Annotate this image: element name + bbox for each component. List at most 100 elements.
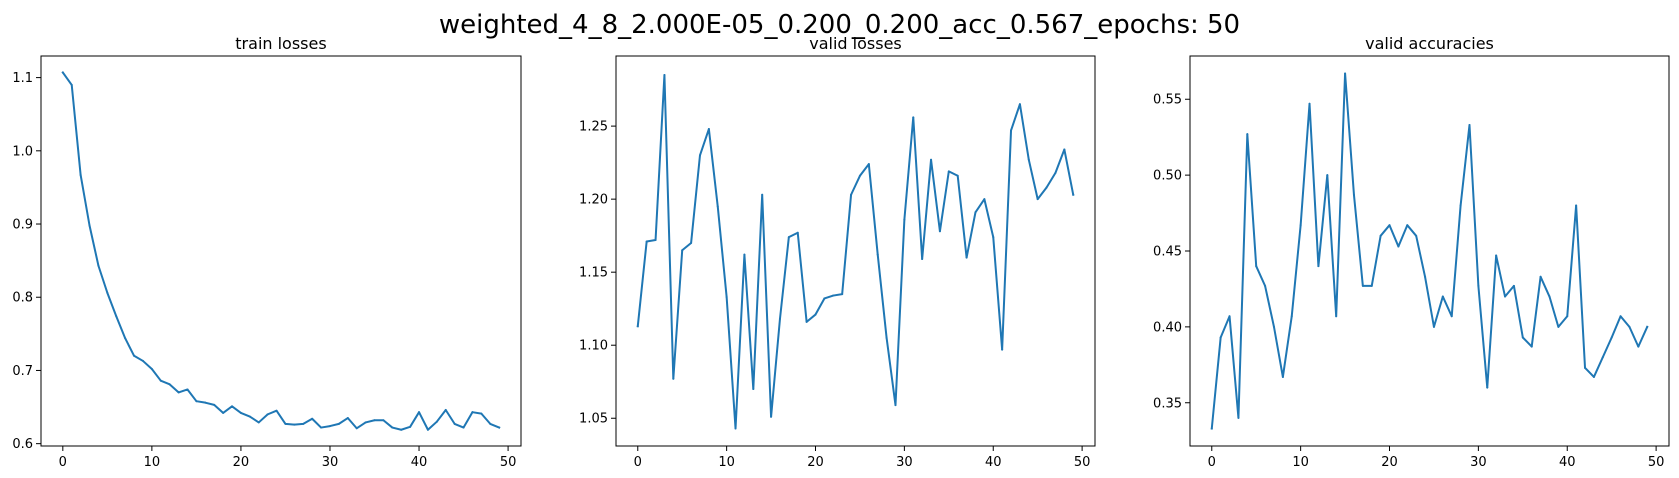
train-losses-point	[231, 405, 234, 408]
valid-accuracies-point	[1592, 375, 1595, 378]
valid-losses-point	[823, 297, 826, 300]
train-losses-point	[373, 419, 376, 422]
valid-losses-point	[965, 256, 968, 259]
train-losses-point	[239, 411, 242, 414]
valid-accuracies-point	[1255, 265, 1258, 268]
valid-accuracies-point	[1504, 295, 1507, 298]
valid-accuracies-point	[1539, 275, 1542, 278]
train-losses-point	[391, 426, 394, 429]
valid-losses-point	[867, 163, 870, 166]
valid-losses-point	[636, 325, 639, 328]
valid-losses-x-tick-label: 40	[985, 455, 1002, 470]
train-losses-point	[480, 412, 483, 415]
train-losses-y-tick-label: 0.6	[12, 437, 33, 452]
valid-accuracies-x-tick-label: 50	[1648, 455, 1665, 470]
valid-losses-point	[1010, 129, 1013, 132]
valid-losses-point	[690, 241, 693, 244]
valid-losses-point	[778, 317, 781, 320]
valid-losses-point	[770, 415, 773, 418]
valid-losses-point	[672, 377, 675, 380]
valid-accuracies-title: valid accuracies	[1365, 34, 1494, 53]
valid-losses-point	[894, 404, 897, 407]
valid-losses-point	[743, 253, 746, 256]
train-losses-point	[293, 423, 296, 426]
valid-losses-x-tick-label: 20	[807, 455, 824, 470]
valid-accuracies-point	[1441, 295, 1444, 298]
train-losses-point	[435, 420, 438, 423]
valid-losses-point	[663, 73, 666, 76]
train-losses-point	[400, 428, 403, 431]
valid-accuracies-point	[1352, 193, 1355, 196]
valid-accuracies-point	[1450, 315, 1453, 318]
valid-accuracies-point	[1432, 325, 1435, 328]
valid-losses-point	[876, 253, 879, 256]
train-losses-y-tick-label: 1.0	[12, 144, 33, 159]
valid-losses-point	[930, 158, 933, 161]
train-losses-x-tick-label: 50	[500, 455, 517, 470]
valid-accuracies-x-tick-label: 0	[1208, 455, 1216, 470]
valid-accuracies-y-tick-label: 0.40	[1153, 320, 1182, 335]
valid-losses-point	[850, 193, 853, 196]
train-losses-series-line	[61, 71, 501, 431]
valid-accuracies-point	[1317, 265, 1320, 268]
train-losses-y-tick-label: 0.8	[12, 291, 33, 306]
train-losses-point	[61, 71, 64, 74]
valid-accuracies-point	[1264, 284, 1267, 287]
valid-accuracies-y-tick-label: 0.35	[1153, 396, 1182, 411]
valid-accuracies-point	[1219, 336, 1222, 339]
valid-losses-point	[992, 236, 995, 239]
valid-losses-point	[912, 116, 915, 119]
valid-accuracies-x-tick-label: 40	[1559, 455, 1576, 470]
valid-accuracies-series-line	[1210, 72, 1649, 430]
valid-accuracies-point	[1397, 245, 1400, 248]
train-losses-point	[248, 415, 251, 418]
valid-accuracies-point	[1566, 315, 1569, 318]
train-losses-point	[284, 422, 287, 425]
valid-losses-point	[1045, 186, 1048, 189]
valid-losses-point	[1018, 103, 1021, 106]
valid-losses-point	[947, 170, 950, 173]
valid-accuracies-point	[1281, 375, 1284, 378]
valid-accuracies-point	[1228, 315, 1231, 318]
valid-losses-point	[983, 198, 986, 201]
valid-accuracies-point	[1415, 234, 1418, 237]
train-losses-point	[328, 425, 331, 428]
train-losses-point	[141, 359, 144, 362]
valid-losses-x-tick-label: 10	[718, 455, 735, 470]
valid-losses-y-tick-label: 1.15	[579, 266, 608, 281]
valid-losses-panel: valid losses 0 10 20 30 40 50 1.05 1.10 1.15 1.20 1…	[579, 34, 1096, 470]
train-losses-point	[168, 383, 171, 386]
train-losses-point	[204, 401, 207, 404]
train-losses-point	[498, 426, 501, 429]
train-losses-point	[222, 411, 225, 414]
valid-accuracies-point	[1335, 315, 1338, 318]
valid-accuracies-point	[1548, 295, 1551, 298]
valid-losses-x-tick-label: 30	[896, 455, 913, 470]
valid-accuracies-point	[1486, 386, 1489, 389]
valid-accuracies-point	[1637, 345, 1640, 348]
valid-accuracies-y-tick-label: 0.50	[1153, 169, 1182, 184]
train-losses-y-tick-label: 0.7	[12, 364, 33, 379]
train-losses-point	[133, 354, 136, 357]
valid-accuracies-point	[1619, 315, 1622, 318]
valid-losses-point	[1001, 348, 1004, 351]
valid-accuracies-point	[1406, 224, 1409, 227]
valid-accuracies-point	[1512, 284, 1515, 287]
train-losses-point	[115, 315, 118, 318]
train-losses-point	[337, 422, 340, 425]
valid-accuracies-point	[1272, 325, 1275, 328]
valid-losses-point	[707, 128, 710, 131]
valid-accuracies-point	[1379, 234, 1382, 237]
train-losses-point	[106, 291, 109, 294]
train-losses-point	[311, 417, 314, 420]
valid-accuracies-point	[1557, 325, 1560, 328]
train-losses-point	[97, 264, 100, 267]
valid-accuracies-y-tick-label: 0.55	[1153, 93, 1182, 108]
valid-losses-point	[956, 174, 959, 177]
valid-accuracies-point	[1344, 72, 1347, 75]
train-losses-point	[266, 413, 269, 416]
valid-accuracies-point	[1601, 356, 1604, 359]
train-losses-point	[159, 379, 162, 382]
train-losses-point	[150, 367, 153, 370]
figure-suptitle: weighted_4_8_2.000E-05_0.200_0.200_acc_0…	[439, 10, 1240, 40]
